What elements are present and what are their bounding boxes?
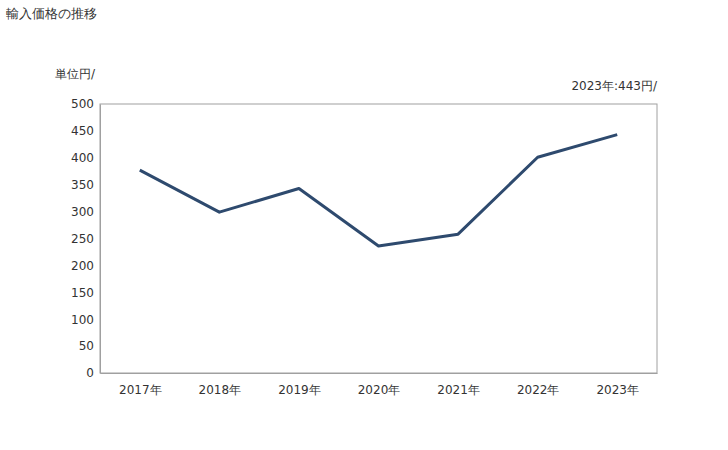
y-tick: 100 [71, 313, 100, 327]
x-tick: 2023年 [596, 373, 639, 397]
x-tick-label: 2020年 [358, 383, 401, 397]
y-axis-title: 単位円/ [55, 67, 96, 81]
y-tick: 500 [71, 97, 100, 111]
y-axis: 0 50 100 150 200 250 300 350 400 450 500 [71, 97, 100, 380]
title: 輸入価格の推移 [6, 6, 97, 21]
x-tick: 2022年 [517, 373, 560, 397]
y-tick-label: 50 [79, 339, 94, 353]
y-tick-label: 250 [71, 232, 94, 246]
x-tick-label: 2021年 [437, 383, 480, 397]
series [140, 135, 617, 246]
x-tick-label: 2023年 [596, 383, 639, 397]
annotation: 2023年:443円/ [571, 79, 657, 93]
y-tick: 150 [71, 286, 100, 300]
line [140, 135, 617, 246]
y-tick-label: 500 [71, 97, 94, 111]
x-tick-label: 2022年 [517, 383, 560, 397]
y-tick: 400 [71, 151, 100, 165]
y-tick-label: 300 [71, 205, 94, 219]
x-tick: 2017年 [119, 373, 162, 397]
x-axis-line [101, 373, 658, 374]
y-tick-label: 200 [71, 259, 94, 273]
y-tick-label: 150 [71, 286, 94, 300]
y-tick-label: 100 [71, 313, 94, 327]
x-tick: 2019年 [278, 373, 321, 397]
y-tick-label: 350 [71, 178, 94, 192]
plot-frame [100, 104, 657, 373]
y-tick-label: 0 [86, 366, 94, 380]
y-tick: 0 [86, 366, 100, 380]
x-tick: 2021年 [437, 373, 480, 397]
y-tick: 350 [71, 178, 100, 192]
plot: 0 50 100 150 200 250 300 350 400 450 500 2017年 2018年… [71, 97, 657, 396]
y-tick: 250 [71, 232, 100, 246]
x-tick-label: 2018年 [199, 383, 242, 397]
chart: 輸入価格の推移単位円/2023年:443円/0 50 100 150 200 250 300… [0, 0, 728, 450]
y-tick: 50 [79, 339, 100, 353]
x-tick: 2020年 [358, 373, 401, 397]
y-tick: 450 [71, 124, 100, 138]
x-tick-label: 2017年 [119, 383, 162, 397]
x-tick-label: 2019年 [278, 383, 321, 397]
y-tick: 300 [71, 205, 100, 219]
x-axis: 2017年 2018年 2019年 2020年 2021年 2022年 2023年 [101, 373, 658, 397]
x-tick: 2018年 [199, 373, 242, 397]
y-tick: 200 [71, 259, 100, 273]
y-tick-label: 450 [71, 124, 94, 138]
y-tick-label: 400 [71, 151, 94, 165]
y-axis-line [100, 105, 101, 374]
